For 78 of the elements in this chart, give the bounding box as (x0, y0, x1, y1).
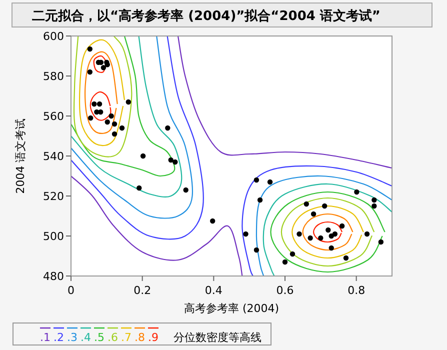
point (372, 203, 377, 209)
point (343, 255, 349, 261)
point (257, 197, 263, 203)
point (308, 235, 313, 241)
point (88, 115, 94, 121)
point (267, 179, 273, 185)
line-series (280, 197, 375, 267)
point (112, 121, 118, 127)
point (119, 125, 125, 131)
point (108, 113, 114, 119)
point (243, 231, 248, 237)
point (136, 185, 142, 191)
line-series (270, 191, 386, 273)
point (328, 245, 334, 251)
legend-label: .9 (148, 331, 158, 344)
x-tick-label: 0.2 (134, 284, 152, 297)
x-axis-title: 高考参考率 (2004) (184, 302, 280, 315)
point (172, 159, 178, 165)
point (282, 259, 288, 265)
legend-label: .3 (67, 331, 78, 344)
point (310, 211, 316, 217)
legend-label: .4 (80, 331, 91, 344)
line-series (242, 165, 392, 276)
point (98, 109, 104, 115)
point (126, 99, 132, 105)
line-series (71, 175, 243, 276)
line-series (71, 36, 176, 177)
legend-title: 分位数密度等高线 (174, 331, 262, 344)
point (87, 69, 93, 75)
point (318, 235, 324, 241)
point (304, 201, 309, 207)
x-tick-label: 0 (68, 284, 74, 297)
y-tick-label: 580 (43, 70, 64, 83)
point (339, 223, 345, 229)
point (165, 125, 170, 131)
point (296, 231, 302, 237)
y-tick-label: 540 (43, 150, 64, 163)
point (183, 187, 188, 193)
y-tick-label: 520 (43, 190, 64, 203)
point (354, 189, 360, 195)
point (210, 218, 216, 224)
x-tick-label: 0.6 (276, 284, 294, 297)
point (326, 227, 331, 233)
point (254, 177, 260, 183)
point (322, 203, 328, 209)
point (104, 62, 110, 68)
y-tick-label: 560 (43, 110, 64, 123)
point (290, 251, 296, 257)
y-tick-label: 480 (43, 270, 64, 283)
legend-label: .7 (121, 331, 132, 344)
y-tick-label: 600 (43, 30, 64, 43)
chart-title: 二元拟合，以“高考参考率 (2004)”拟合“2004 语文考试” (32, 8, 380, 24)
line-series (71, 36, 182, 198)
legend-label: .6 (108, 331, 118, 344)
point (140, 153, 146, 159)
point (168, 157, 174, 163)
point (328, 233, 334, 239)
x-tick-label: 0.8 (348, 284, 366, 297)
legend-label: .1 (40, 331, 50, 344)
point (100, 65, 106, 70)
point (96, 101, 102, 107)
point (104, 119, 110, 125)
line-series (312, 221, 343, 243)
line-series (84, 51, 118, 134)
point (372, 197, 377, 203)
point (92, 101, 97, 107)
legend-label: .5 (94, 331, 104, 344)
point (112, 131, 118, 137)
point (364, 231, 370, 237)
point (254, 247, 260, 253)
point (87, 46, 93, 52)
point (378, 239, 384, 245)
x-tick-label: 0.4 (204, 284, 222, 297)
y-tick-label: 500 (43, 230, 64, 243)
legend-label: .8 (134, 331, 145, 344)
line-series (177, 36, 392, 169)
legend-label: .2 (54, 331, 64, 344)
y-axis-title: 2004 语文考试 (14, 118, 27, 194)
